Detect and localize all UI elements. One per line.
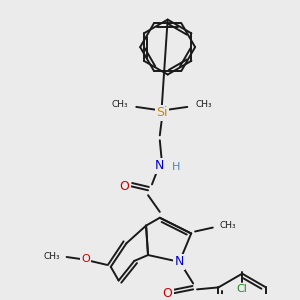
- Text: CH₃: CH₃: [220, 221, 236, 230]
- Text: O: O: [163, 287, 172, 300]
- Text: Cl: Cl: [237, 284, 248, 294]
- Text: Si: Si: [156, 106, 167, 119]
- Text: CH₃: CH₃: [43, 253, 60, 262]
- Text: N: N: [155, 159, 164, 172]
- Text: CH₃: CH₃: [112, 100, 128, 109]
- Text: O: O: [81, 254, 90, 264]
- Text: CH₃: CH₃: [195, 100, 212, 109]
- Text: H: H: [172, 162, 180, 172]
- Text: N: N: [175, 255, 184, 268]
- Text: O: O: [120, 180, 129, 193]
